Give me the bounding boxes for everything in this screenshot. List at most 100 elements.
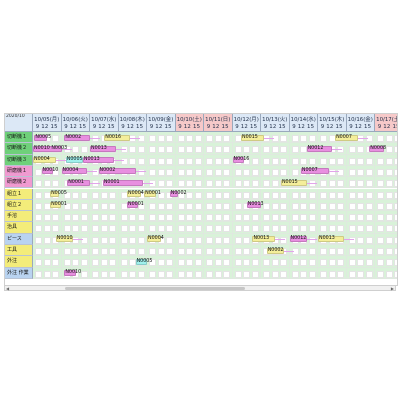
task-bar[interactable] — [50, 202, 62, 209]
time-slot — [63, 225, 71, 233]
day-header[interactable]: 10/11(日) 9 12 15 — [204, 114, 233, 132]
task-bar[interactable] — [252, 236, 276, 243]
task-link-line — [135, 171, 146, 173]
task-bar[interactable] — [33, 157, 56, 164]
time-slot — [357, 180, 364, 188]
resource-row-header[interactable]: 手溶 — [5, 211, 33, 223]
resource-row-header[interactable]: 切断機１ — [5, 132, 33, 144]
task-bar[interactable] — [98, 168, 136, 175]
time-slot — [72, 214, 79, 222]
task-bar[interactable] — [127, 191, 142, 197]
task-label: N0010 — [42, 168, 59, 174]
task-bar[interactable] — [289, 236, 307, 243]
task-bar[interactable] — [127, 202, 139, 209]
task-bar[interactable] — [266, 247, 284, 254]
day-header[interactable]: 10/07(水) 9 12 15 — [90, 114, 119, 132]
time-slot — [194, 146, 202, 154]
task-bar[interactable] — [300, 168, 330, 175]
task-bar[interactable] — [65, 157, 83, 164]
resource-row-header[interactable]: ピース — [5, 233, 33, 245]
task-bar[interactable] — [90, 145, 116, 152]
time-slot — [43, 191, 51, 199]
resource-row-header[interactable]: 研磨機１ — [5, 165, 33, 178]
task-bar[interactable] — [34, 134, 48, 141]
task-bar[interactable] — [232, 157, 244, 164]
task-bar[interactable] — [41, 168, 53, 175]
task-bar[interactable] — [147, 236, 162, 243]
time-slot — [214, 180, 222, 188]
time-slot — [365, 259, 373, 267]
time-slot — [194, 225, 202, 233]
task-bar[interactable] — [246, 202, 261, 209]
task-bar[interactable] — [169, 191, 179, 197]
time-slot — [35, 225, 42, 233]
resource-row-header[interactable]: 切断機３ — [5, 154, 33, 166]
day-header[interactable]: 10/14(水) 9 12 15 — [289, 114, 318, 132]
time-slot — [214, 146, 222, 154]
time-slot — [385, 191, 393, 199]
time-slot — [280, 270, 287, 278]
task-bar[interactable] — [318, 236, 344, 243]
time-slot — [365, 180, 373, 188]
day-header[interactable]: 10/08(木) 9 12 15 — [118, 114, 147, 132]
day-header[interactable]: 10/16(金) 9 12 15 — [346, 114, 375, 132]
resource-name: 切断機３ — [7, 156, 28, 163]
task-bar[interactable] — [50, 191, 59, 197]
task-bar[interactable] — [335, 134, 358, 141]
day-header[interactable]: 10/05(月) 9 12 15 — [33, 114, 62, 132]
time-slot — [206, 146, 213, 154]
task-bar[interactable] — [280, 179, 307, 186]
time-slot — [377, 191, 384, 199]
task-link-line — [129, 137, 140, 139]
task-bar[interactable] — [67, 179, 90, 186]
task-bar[interactable] — [55, 236, 73, 243]
time-slot — [320, 225, 327, 233]
resource-row-header[interactable]: 研磨機２ — [5, 177, 33, 189]
resource-row-header[interactable]: 外注 作業 — [5, 267, 33, 279]
hour-scale: 9 12 15 — [320, 124, 343, 130]
time-slot — [337, 225, 344, 233]
resource-row-header[interactable]: 組立１ — [5, 188, 33, 200]
time-slot — [157, 157, 165, 165]
resource-name: ピース — [7, 235, 22, 242]
task-bar[interactable] — [369, 145, 384, 152]
task-label: N0004 — [62, 168, 79, 174]
task-bar[interactable] — [64, 270, 76, 277]
day-header[interactable]: 10/15(木) 9 12 15 — [318, 114, 347, 132]
time-slot — [186, 225, 193, 233]
day-header[interactable]: 10/13(火) 9 12 15 — [261, 114, 290, 132]
task-bar[interactable] — [135, 258, 147, 265]
task-bar[interactable] — [82, 157, 115, 164]
task-bar[interactable] — [64, 134, 90, 141]
resource-row-header[interactable]: 治具 — [5, 222, 33, 234]
resource-row-header[interactable]: 切断機２ — [5, 143, 33, 155]
time-slot — [271, 270, 279, 278]
scroll-thumb[interactable] — [65, 287, 245, 290]
resource-row-header[interactable]: 外注 — [5, 256, 33, 268]
day-header[interactable]: 10/12(月) 9 12 15 — [232, 114, 261, 132]
task-bar[interactable] — [33, 145, 62, 152]
task-label: N0016 — [105, 134, 122, 140]
task-bar[interactable] — [241, 134, 264, 141]
task-bar[interactable] — [61, 168, 88, 175]
time-slot — [223, 248, 230, 255]
time-slot — [186, 259, 193, 267]
time-slot — [348, 236, 356, 244]
day-header[interactable]: 10/09(金) 9 12 15 — [147, 114, 176, 132]
task-bar[interactable] — [104, 134, 130, 141]
time-slot — [308, 191, 316, 199]
task-bar[interactable] — [144, 191, 156, 197]
day-header[interactable]: 10/06(火) 9 12 15 — [61, 114, 90, 132]
task-bar[interactable] — [306, 145, 333, 152]
scroll-right-icon[interactable]: ▶ — [390, 286, 394, 291]
task-bar[interactable] — [102, 179, 143, 186]
day-header[interactable]: 10/17(土)9 12 15 — [375, 114, 397, 132]
resource-row-header[interactable]: 工具 — [5, 245, 33, 257]
horizontal-scrollbar[interactable]: ◀ ▶ — [4, 285, 396, 291]
resource-row-header[interactable]: 組立２ — [5, 199, 33, 212]
day-header[interactable]: 10/10(土) 9 12 15 — [175, 114, 204, 132]
gantt-chart: 2020/10 10/05(月) 9 12 15 10/06(火) 9 12 15 10… — [4, 113, 398, 286]
time-slot — [149, 157, 156, 165]
task-label: N0001 — [51, 202, 67, 208]
scroll-left-icon[interactable]: ◀ — [6, 286, 10, 291]
